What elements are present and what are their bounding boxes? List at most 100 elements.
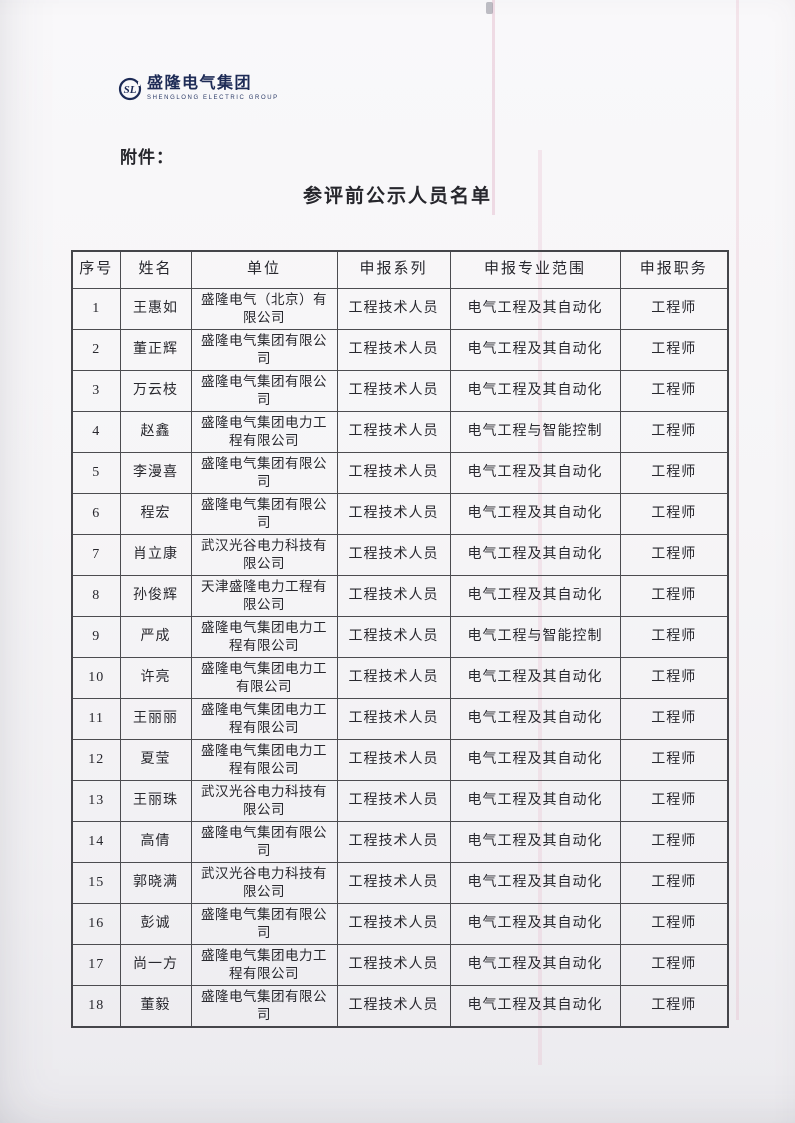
cell-name: 彭诚 [119, 903, 192, 945]
company-name-en: SHENGLONG ELECTRIC GROUP [147, 95, 279, 101]
cell-unit: 盛隆电气集团电力工程有限公司 [190, 739, 338, 781]
cell-specialty: 电气工程及其自动化 [449, 821, 621, 863]
cell-serial: 16 [71, 903, 121, 945]
cell-unit: 盛隆电气集团有限公司 [190, 903, 338, 945]
cell-series: 工程技术人员 [336, 370, 451, 412]
scan-smudge [486, 2, 493, 14]
cell-name: 肖立康 [119, 534, 192, 576]
table-row: 15 郭晓满 武汉光谷电力科技有限公司 工程技术人员 电气工程及其自动化 工程师 [71, 862, 729, 904]
cell-serial: 7 [71, 534, 121, 576]
cell-position: 工程师 [619, 698, 729, 740]
cell-name: 许亮 [119, 657, 192, 699]
cell-unit: 盛隆电气集团电力工程有限公司 [190, 698, 338, 740]
cell-specialty: 电气工程与智能控制 [449, 411, 621, 453]
cell-position: 工程师 [619, 903, 729, 945]
company-name-cn: 盛隆电气集团 [147, 75, 253, 92]
cell-series: 工程技术人员 [336, 411, 451, 453]
cell-specialty: 电气工程及其自动化 [449, 780, 621, 822]
table-row: 11 王丽丽 盛隆电气集团电力工程有限公司 工程技术人员 电气工程及其自动化 工程师 [71, 698, 729, 740]
table-row: 2 董正辉 盛隆电气集团有限公司 工程技术人员 电气工程及其自动化 工程师 [71, 329, 729, 371]
shenglong-emblem-icon: SL [118, 77, 142, 101]
table-body: 1 王惠如 盛隆电气（北京）有限公司 工程技术人员 电气工程及其自动化 工程师 2 董正辉 盛隆… [71, 288, 729, 1028]
cell-unit: 武汉光谷电力科技有限公司 [190, 534, 338, 576]
col-serial: 序号 [71, 250, 121, 289]
cell-serial: 15 [71, 862, 121, 904]
cell-name: 严成 [119, 616, 192, 658]
table-row: 6 程宏 盛隆电气集团有限公司 工程技术人员 电气工程及其自动化 工程师 [71, 493, 729, 535]
cell-series: 工程技术人员 [336, 329, 451, 371]
cell-serial: 2 [71, 329, 121, 371]
cell-specialty: 电气工程及其自动化 [449, 657, 621, 699]
cell-position: 工程师 [619, 821, 729, 863]
cell-specialty: 电气工程及其自动化 [449, 575, 621, 617]
cell-name: 万云枝 [119, 370, 192, 412]
table-row: 14 高倩 盛隆电气集团有限公司 工程技术人员 电气工程及其自动化 工程师 [71, 821, 729, 863]
cell-unit: 盛隆电气集团有限公司 [190, 493, 338, 535]
cell-series: 工程技术人员 [336, 657, 451, 699]
cell-series: 工程技术人员 [336, 821, 451, 863]
cell-position: 工程师 [619, 862, 729, 904]
cell-series: 工程技术人员 [336, 493, 451, 535]
cell-unit: 武汉光谷电力科技有限公司 [190, 862, 338, 904]
cell-serial: 13 [71, 780, 121, 822]
cell-position: 工程师 [619, 288, 729, 330]
cell-name: 孙俊辉 [119, 575, 192, 617]
scan-artifact-line [736, 0, 739, 1020]
table-row: 9 严成 盛隆电气集团电力工程有限公司 工程技术人员 电气工程与智能控制 工程师 [71, 616, 729, 658]
table-row: 5 李漫喜 盛隆电气集团有限公司 工程技术人员 电气工程及其自动化 工程师 [71, 452, 729, 494]
company-logo-text: 盛隆电气集团 SHENGLONG ELECTRIC GROUP [147, 75, 279, 102]
cell-position: 工程师 [619, 534, 729, 576]
cell-specialty: 电气工程及其自动化 [449, 452, 621, 494]
svg-text:SL: SL [124, 84, 137, 96]
cell-specialty: 电气工程及其自动化 [449, 329, 621, 371]
cell-position: 工程师 [619, 452, 729, 494]
table-row: 7 肖立康 武汉光谷电力科技有限公司 工程技术人员 电气工程及其自动化 工程师 [71, 534, 729, 576]
cell-position: 工程师 [619, 944, 729, 986]
cell-name: 郭晓满 [119, 862, 192, 904]
cell-unit: 盛隆电气集团有限公司 [190, 452, 338, 494]
cell-series: 工程技术人员 [336, 739, 451, 781]
table-row: 17 尚一方 盛隆电气集团电力工程有限公司 工程技术人员 电气工程及其自动化 工程师 [71, 944, 729, 986]
cell-specialty: 电气工程及其自动化 [449, 288, 621, 330]
cell-name: 王丽珠 [119, 780, 192, 822]
cell-unit: 盛隆电气集团有限公司 [190, 329, 338, 371]
table-row: 1 王惠如 盛隆电气（北京）有限公司 工程技术人员 电气工程及其自动化 工程师 [71, 288, 729, 330]
cell-specialty: 电气工程与智能控制 [449, 616, 621, 658]
cell-name: 高倩 [119, 821, 192, 863]
table-row: 12 夏莹 盛隆电气集团电力工程有限公司 工程技术人员 电气工程及其自动化 工程师 [71, 739, 729, 781]
cell-series: 工程技术人员 [336, 288, 451, 330]
cell-name: 夏莹 [119, 739, 192, 781]
cell-name: 赵鑫 [119, 411, 192, 453]
cell-serial: 1 [71, 288, 121, 330]
cell-series: 工程技术人员 [336, 862, 451, 904]
col-name: 姓名 [119, 250, 192, 289]
cell-series: 工程技术人员 [336, 903, 451, 945]
cell-position: 工程师 [619, 780, 729, 822]
cell-serial: 11 [71, 698, 121, 740]
cell-specialty: 电气工程及其自动化 [449, 370, 621, 412]
cell-specialty: 电气工程及其自动化 [449, 985, 621, 1028]
cell-specialty: 电气工程及其自动化 [449, 534, 621, 576]
cell-position: 工程师 [619, 985, 729, 1028]
cell-specialty: 电气工程及其自动化 [449, 903, 621, 945]
cell-series: 工程技术人员 [336, 944, 451, 986]
cell-specialty: 电气工程及其自动化 [449, 862, 621, 904]
col-specialty: 申报专业范围 [449, 250, 621, 289]
cell-unit: 天津盛隆电力工程有限公司 [190, 575, 338, 617]
cell-unit: 盛隆电气（北京）有限公司 [190, 288, 338, 330]
cell-series: 工程技术人员 [336, 780, 451, 822]
cell-serial: 5 [71, 452, 121, 494]
table-row: 18 董毅 盛隆电气集团有限公司 工程技术人员 电气工程及其自动化 工程师 [71, 985, 729, 1028]
cell-position: 工程师 [619, 411, 729, 453]
cell-position: 工程师 [619, 739, 729, 781]
cell-series: 工程技术人员 [336, 575, 451, 617]
table-row: 序号 姓名 单位 申报系列 申报专业范围 申报职务 [71, 250, 729, 289]
cell-unit: 盛隆电气集团电力工程有限公司 [190, 411, 338, 453]
page-title: 参评前公示人员名单 [302, 186, 492, 207]
cell-serial: 10 [71, 657, 121, 699]
cell-unit: 武汉光谷电力科技有限公司 [190, 780, 338, 822]
cell-name: 李漫喜 [119, 452, 192, 494]
cell-position: 工程师 [619, 329, 729, 371]
cell-unit: 盛隆电气集团电力工程有限公司 [190, 616, 338, 658]
